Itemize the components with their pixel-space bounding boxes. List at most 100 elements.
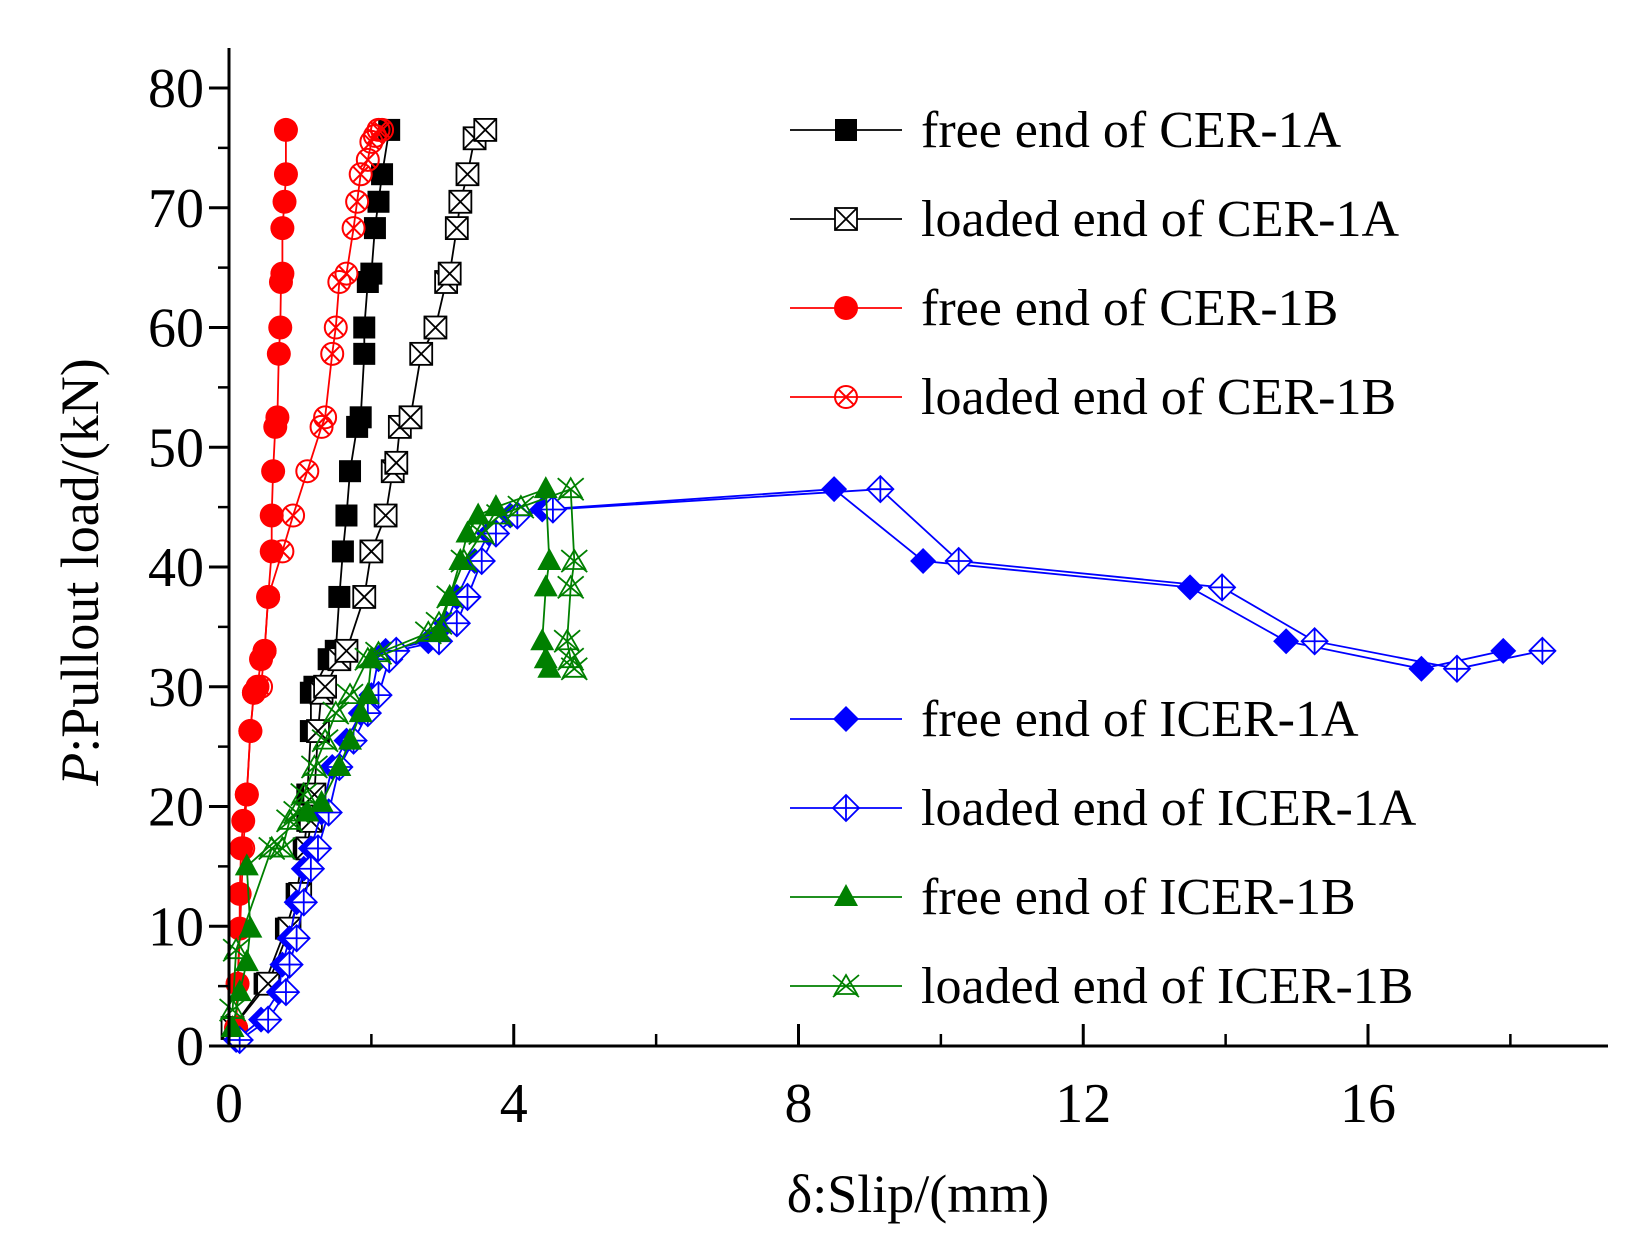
data-point [1177,574,1204,601]
legend-top: free end of CER-1A loaded end of CER-1A fr… [790,102,1399,426]
data-point [313,405,338,430]
data-point [334,638,359,663]
data-point [313,674,338,699]
data-point [910,548,937,575]
data-point [373,503,398,528]
ticks: 0 4 8 12 16 0 10 20 30 40 50 60 70 80 [148,58,1512,1135]
legend-marker [834,296,858,320]
data-point [300,754,329,779]
y-tick-label: 80 [148,58,204,120]
data-point [265,405,290,430]
x-tick-label: 16 [1340,1073,1396,1135]
y-axis-label-text: :Pullout load/(kN) [50,358,110,752]
y-tick-label: 40 [148,537,204,599]
data-point [327,753,352,776]
data-point [353,316,376,339]
data-point [281,503,306,528]
legend-label: free end of CER-1B [921,280,1338,337]
data-point [448,189,473,214]
y-tick-label: 70 [148,178,204,240]
data-point [353,342,376,365]
data-point [467,546,496,576]
data-point [364,640,393,665]
y-axis-label: P:Pullout load/(kN) [50,358,110,786]
data-point [821,476,848,503]
data-point [485,502,514,528]
legend-label: loaded end of ICER-1A [921,780,1417,837]
series-8 [218,476,588,1022]
data-point [560,655,588,681]
data-point [371,163,394,186]
x-axis-label: δ:Slip/(mm) [787,1164,1049,1224]
legends: free end of CER-1A loaded end of CER-1A fr… [790,102,1417,1015]
data-point [453,582,482,612]
data-point [537,548,562,571]
data-point [538,495,568,524]
data-point [473,118,498,142]
data-point [436,584,464,609]
data-point [220,1015,245,1038]
data-point [468,520,496,546]
data-point [331,540,354,563]
data-point [273,162,298,187]
data-point [231,836,256,861]
data-point [557,476,585,501]
data-point [268,835,296,861]
y-tick-label: 50 [148,417,204,479]
data-point [398,405,423,430]
data-point [218,997,247,1022]
data-point [348,162,373,187]
data-point [442,609,472,638]
data-point [249,674,274,699]
data-point [270,539,295,564]
y-tick-label: 10 [148,896,204,958]
series-2 [220,118,498,1040]
legend-marker [834,884,858,906]
data-point [311,727,339,753]
x-tick-label: 8 [785,1073,813,1135]
data-point [270,216,295,241]
data-point [507,494,535,519]
data-point [334,261,359,286]
x-tick-label: 12 [1055,1073,1111,1135]
data-point [530,628,555,651]
data-point [348,700,373,723]
legend-label: free end of ICER-1B [921,869,1356,926]
legend-label: free end of ICER-1A [921,691,1359,748]
x-tick-label: 4 [500,1073,528,1135]
data-point [336,682,364,707]
data-point [533,574,558,597]
legend-item: loaded end of ICER-1B [790,958,1413,1015]
legend-marker [834,385,858,409]
data-point [349,406,372,429]
data-point [359,539,384,564]
legend-label: loaded end of CER-1B [921,369,1396,426]
data-point [466,502,491,525]
data-point [234,853,259,876]
data-point [231,808,256,833]
data-point [483,494,508,517]
data-point [266,341,291,366]
data-point [275,950,304,979]
data-point [367,190,390,213]
y-tick-label: 20 [148,777,204,839]
data-point [296,854,326,884]
legend-label: loaded end of ICER-1B [921,958,1413,1015]
data-point [423,315,448,340]
data-point [253,1005,283,1034]
data-point [450,548,478,573]
x-tick-label: 0 [215,1073,243,1135]
data-point [1273,628,1300,655]
legend-marker [831,793,861,823]
data-point [444,216,469,241]
data-point [227,881,252,906]
data-point [303,834,333,863]
legend-marker [832,973,860,998]
y-axis-label-symbol: P [50,753,110,787]
y-tick-label: 60 [148,298,204,360]
data-point [866,474,895,504]
data-point [268,315,293,340]
legend-marker [835,119,857,141]
data-point [355,682,380,705]
